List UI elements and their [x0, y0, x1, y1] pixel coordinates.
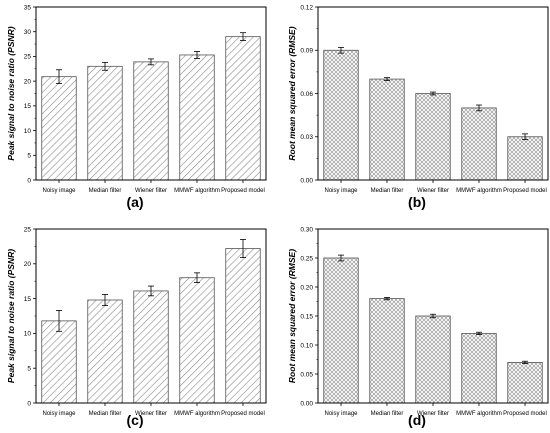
chart-panel: Noisy image Median filter Wiener filter MMW…: [6, 226, 267, 428]
panel-label: (d): [408, 412, 426, 428]
bar: [369, 78, 405, 181]
x-tick-label: Median filter: [371, 188, 404, 194]
x-tick-label: Wiener filter: [135, 188, 167, 194]
plot-frame: [317, 6, 549, 181]
chart-panel: Noisy image Median filter Wiener filter MMW…: [6, 4, 267, 210]
bar: [179, 277, 215, 404]
bar: [323, 49, 359, 181]
bar: [415, 315, 451, 404]
bar: [87, 65, 123, 181]
y-tick-label: 30: [24, 29, 32, 36]
y-axis-label: Peak signal to noise ratio (PSNR): [6, 249, 16, 383]
panel-label: (c): [126, 412, 143, 428]
y-tick-label: 25: [24, 226, 32, 233]
bar: [369, 298, 405, 404]
bar: [87, 299, 123, 404]
x-tick-label: Proposed model: [503, 188, 547, 194]
y-tick-label: 0.05: [300, 371, 313, 378]
y-tick-label: 0: [27, 400, 31, 407]
x-tick-label: MMWF algorithm: [456, 188, 502, 194]
x-tick-label: MMWF algorithm: [174, 411, 220, 417]
bar: [225, 248, 261, 404]
plot-frame: [35, 6, 267, 181]
bar: [461, 332, 497, 404]
panel-label: (a): [126, 194, 143, 210]
y-tick-label: 0.03: [300, 134, 313, 141]
x-tick-label: Wiener filter: [417, 411, 449, 417]
x-tick-label: Median filter: [89, 188, 122, 194]
x-tick-label: Noisy image: [324, 188, 358, 194]
y-tick-label: 20: [24, 261, 32, 268]
y-tick-label: 0.09: [300, 48, 313, 55]
y-tick-label: 0.10: [300, 342, 313, 349]
y-tick-label: 0.00: [300, 400, 313, 407]
x-tick-label: Wiener filter: [135, 411, 167, 417]
y-tick-label: 0.25: [300, 255, 313, 262]
plot-frame: [317, 228, 549, 404]
x-tick-label: Median filter: [89, 411, 122, 417]
bar: [41, 320, 77, 404]
chart-panel: Noisy image Median filter Wiener filter MMW…: [287, 226, 549, 428]
x-tick-label: MMWF algorithm: [456, 411, 502, 417]
y-tick-label: 0.12: [300, 4, 313, 11]
y-tick-label: 0.30: [300, 226, 313, 233]
bar: [225, 36, 261, 181]
bar: [461, 107, 497, 181]
bar: [133, 61, 169, 181]
x-tick-label: Noisy image: [324, 411, 358, 417]
y-axis-label: Root mean squared error (RMSE): [287, 26, 297, 160]
x-tick-label: Proposed model: [221, 411, 265, 417]
y-tick-label: 10: [24, 128, 32, 135]
plot-frame: [35, 228, 267, 404]
x-tick-label: Proposed model: [503, 411, 547, 417]
y-tick-label: 15: [24, 103, 32, 110]
y-tick-label: 0.00: [300, 177, 313, 184]
y-tick-label: 25: [24, 54, 32, 61]
bar: [41, 76, 77, 181]
x-tick-label: Noisy image: [42, 188, 76, 194]
y-tick-label: 0.06: [300, 91, 313, 98]
y-tick-label: 20: [24, 78, 32, 85]
y-tick-label: 0: [27, 177, 31, 184]
y-tick-label: 0.15: [300, 313, 313, 320]
y-axis-label: Root mean squared error (RMSE): [287, 249, 297, 383]
panel-label: (b): [408, 194, 426, 210]
x-tick-label: MMWF algorithm: [174, 188, 220, 194]
y-tick-label: 0.20: [300, 284, 313, 291]
x-tick-label: Wiener filter: [417, 188, 449, 194]
bar: [507, 361, 543, 404]
bar: [179, 54, 215, 181]
y-tick-label: 10: [24, 331, 32, 338]
y-tick-label: 5: [27, 153, 31, 160]
y-tick-label: 5: [27, 366, 31, 373]
bar: [415, 93, 451, 181]
x-tick-label: Noisy image: [42, 411, 76, 417]
bar: [507, 136, 543, 181]
y-tick-label: 15: [24, 296, 32, 303]
x-tick-label: Median filter: [371, 411, 404, 417]
bar: [133, 290, 169, 404]
x-tick-label: Proposed model: [221, 188, 265, 194]
chart-panel: Noisy image Median filter Wiener filter MMW…: [287, 4, 549, 210]
bar: [323, 257, 359, 404]
y-axis-label: Peak signal to noise ratio (PSNR): [6, 26, 16, 160]
y-tick-label: 35: [24, 4, 32, 11]
